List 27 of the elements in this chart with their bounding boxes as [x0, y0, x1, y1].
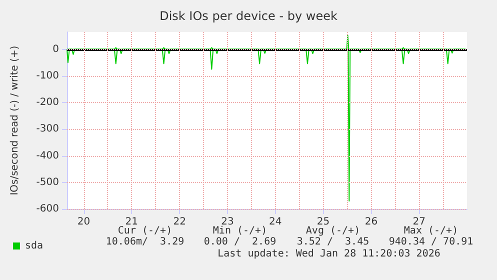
chart-title: Disk IOs per device - by week [160, 9, 338, 23]
x-tick-label: 22 [173, 216, 186, 228]
y-tick-label: -400 [36, 150, 59, 162]
text: 10.06m/ 3.29 [106, 236, 184, 248]
y-tick-label: -300 [36, 124, 59, 135]
text: 3.52 / 3.45 [296, 236, 370, 248]
text: Cur (-/+) [118, 226, 172, 236]
x-tick-label: 25 [316, 216, 330, 228]
legend-label: sda [25, 240, 44, 252]
text: 940.34 / 70.91 [388, 236, 474, 248]
text: 0.00 / 2.69 [204, 236, 276, 248]
text: Min (-/+) [212, 226, 268, 236]
text: Max (-/+) [404, 226, 458, 236]
x-tick-label: 24 [269, 216, 282, 228]
text: Last update: Wed Jan 28 11:20:03 2026 [218, 248, 440, 260]
x-tick-label: 23 [221, 216, 234, 228]
x-tick-label: 26 [364, 216, 378, 228]
y-tick-label: 0 [52, 44, 59, 55]
y-axis-title: IOs/second read (-) / write (+) [10, 46, 20, 196]
text: Avg (-/+) [306, 226, 360, 236]
x-tick-label: 27 [412, 216, 426, 228]
x-tick-label: 21 [125, 216, 138, 228]
y-tick-label: -500 [36, 176, 59, 188]
y-tick-label: -200 [36, 97, 59, 108]
y-tick-label: -100 [36, 70, 59, 82]
x-tick-label: 20 [77, 216, 90, 228]
y-tick-label: -600 [36, 204, 59, 214]
